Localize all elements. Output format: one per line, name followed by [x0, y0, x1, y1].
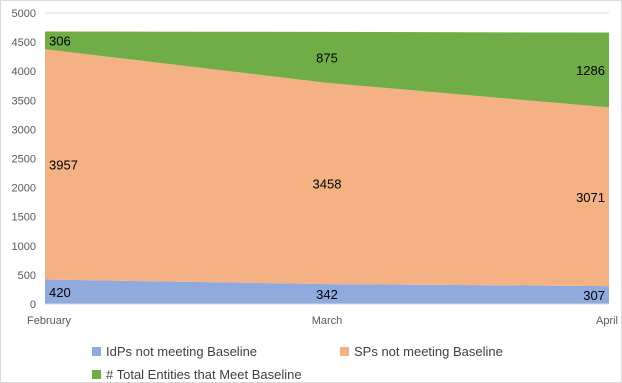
y-tick-label: 1000 — [12, 241, 36, 253]
stacked-area-chart: 0 500 1000 1500 2000 2500 3000 3500 4000 4500 5000… — [12, 8, 618, 327]
y-tick-label: 5000 — [12, 8, 36, 20]
legend-item-total-meet: # Total Entities that Meet Baseline — [92, 367, 302, 382]
area-series-0 — [45, 279, 609, 304]
x-tick-label: March — [312, 315, 343, 327]
data-label: 307 — [583, 288, 605, 303]
y-tick-label: 3500 — [12, 95, 36, 107]
y-tick-label: 0 — [30, 299, 36, 311]
x-tick-label: February — [27, 315, 72, 327]
y-tick-label: 2000 — [12, 183, 36, 195]
data-label: 3071 — [576, 190, 605, 205]
y-tick-label: 500 — [18, 270, 36, 282]
legend-swatch-total-meet — [92, 370, 101, 379]
legend-label-total-meet: # Total Entities that Meet Baseline — [106, 367, 302, 382]
legend-swatch-sps — [340, 347, 349, 356]
y-tick-label: 4500 — [12, 37, 36, 49]
y-tick-label: 4000 — [12, 66, 36, 78]
data-label: 3458 — [313, 176, 342, 191]
legend-label-idps: IdPs not meeting Baseline — [106, 344, 258, 359]
y-tick-label: 2500 — [12, 154, 36, 166]
area-series-1 — [45, 49, 609, 287]
legend-swatch-idps — [92, 347, 101, 356]
legend-item-sps: SPs not meeting Baseline — [340, 344, 503, 359]
legend-item-idps: IdPs not meeting Baseline — [92, 344, 257, 359]
data-label: 1286 — [576, 63, 605, 78]
data-label: 306 — [49, 33, 71, 48]
y-tick-label: 3000 — [12, 124, 36, 136]
data-label: 875 — [316, 50, 338, 65]
legend-label-sps: SPs not meeting Baseline — [354, 344, 503, 359]
data-label: 342 — [316, 287, 338, 302]
legend: IdPs not meeting Baseline SPs not meetin… — [1, 337, 622, 383]
x-tick-label: April — [596, 315, 618, 327]
y-tick-label: 1500 — [12, 212, 36, 224]
data-label: 3957 — [49, 157, 78, 172]
data-label: 420 — [49, 285, 71, 300]
area-series-2 — [45, 31, 609, 108]
